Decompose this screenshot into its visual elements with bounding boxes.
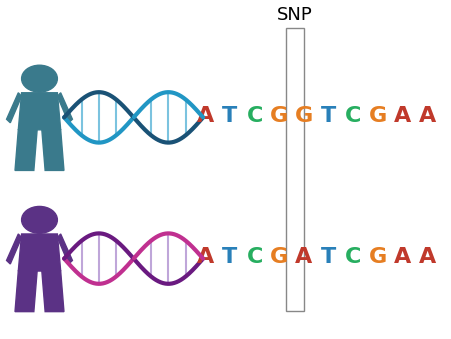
Text: C: C bbox=[246, 106, 263, 126]
Text: A: A bbox=[419, 106, 436, 126]
Polygon shape bbox=[18, 93, 61, 130]
Polygon shape bbox=[42, 130, 64, 171]
Text: C: C bbox=[345, 106, 361, 126]
Text: A: A bbox=[295, 247, 313, 267]
Text: A: A bbox=[419, 247, 436, 267]
Text: G: G bbox=[369, 247, 387, 267]
Text: T: T bbox=[321, 106, 336, 126]
Text: G: G bbox=[270, 247, 288, 267]
Polygon shape bbox=[7, 234, 22, 264]
Text: T: T bbox=[321, 247, 336, 267]
Text: G: G bbox=[369, 106, 387, 126]
Text: G: G bbox=[295, 106, 313, 126]
Text: SNP: SNP bbox=[277, 6, 313, 24]
Circle shape bbox=[22, 206, 57, 233]
Text: C: C bbox=[246, 247, 263, 267]
Polygon shape bbox=[42, 271, 64, 312]
Bar bbox=[286, 28, 304, 311]
Polygon shape bbox=[15, 130, 37, 171]
Polygon shape bbox=[15, 271, 37, 312]
Text: A: A bbox=[394, 247, 411, 267]
Polygon shape bbox=[18, 234, 61, 271]
Text: G: G bbox=[270, 106, 288, 126]
Text: A: A bbox=[197, 106, 214, 126]
Circle shape bbox=[22, 65, 57, 92]
Polygon shape bbox=[7, 93, 22, 123]
Text: C: C bbox=[345, 247, 361, 267]
Polygon shape bbox=[57, 93, 73, 123]
Text: A: A bbox=[394, 106, 411, 126]
Text: T: T bbox=[222, 247, 238, 267]
Polygon shape bbox=[57, 234, 73, 264]
Text: A: A bbox=[197, 247, 214, 267]
Text: T: T bbox=[222, 106, 238, 126]
